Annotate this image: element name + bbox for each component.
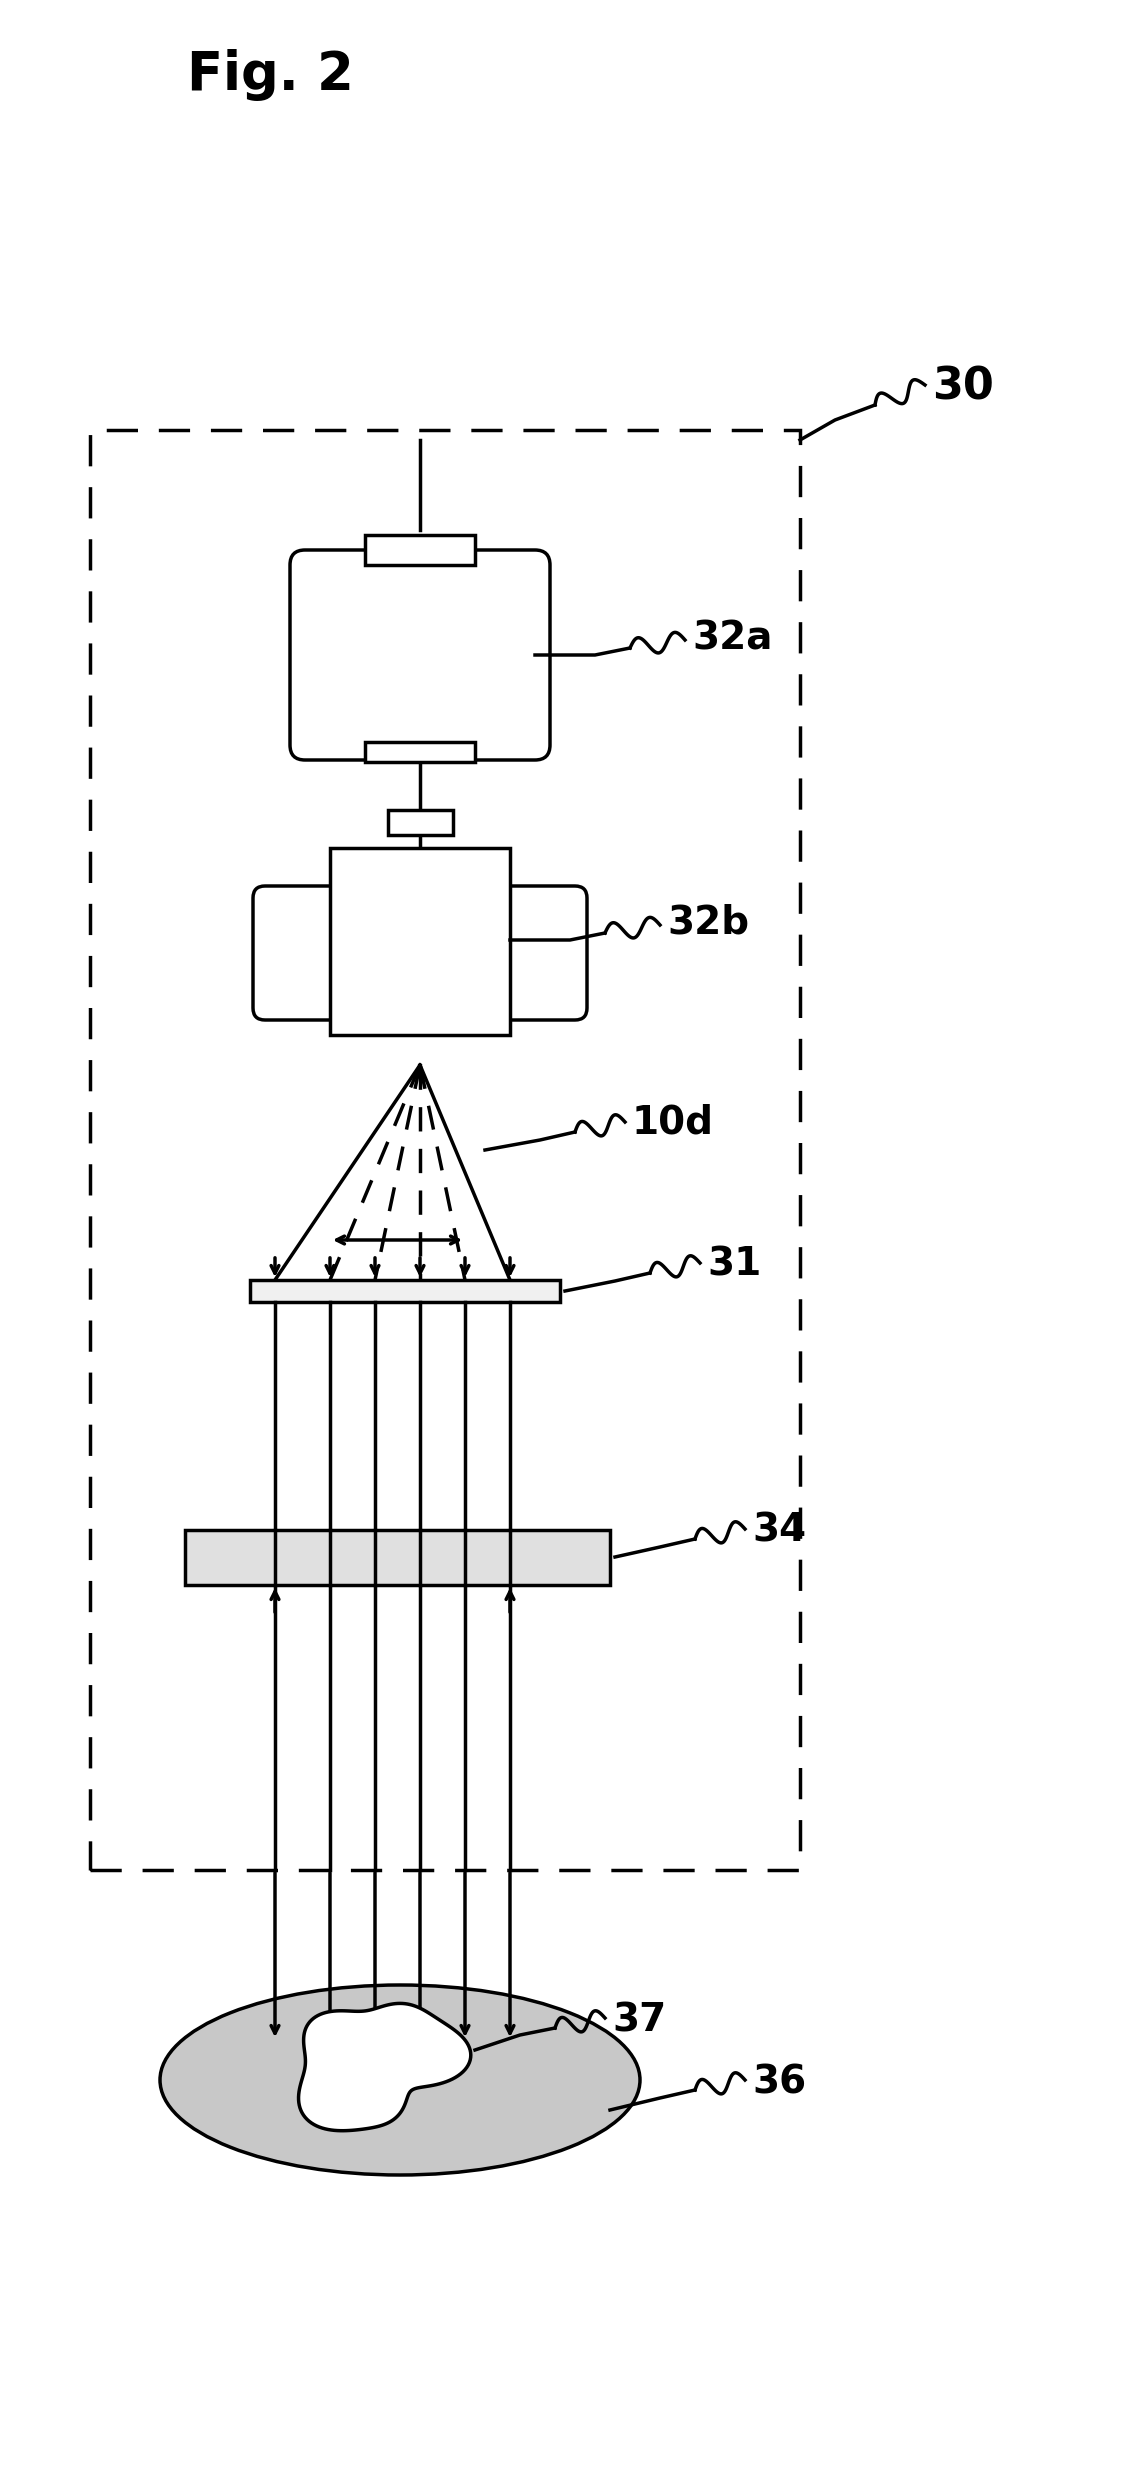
Text: 37: 37	[612, 2001, 666, 2040]
Bar	[250, 1279, 560, 1302]
Ellipse shape	[160, 1986, 640, 2176]
Bar	[365, 536, 475, 566]
FancyBboxPatch shape	[493, 887, 587, 1020]
Bar	[90, 430, 800, 1870]
Text: 32b: 32b	[667, 904, 749, 941]
Bar	[330, 847, 510, 1035]
Text: 30: 30	[932, 366, 994, 408]
Bar	[365, 741, 475, 763]
Text: Fig. 2: Fig. 2	[186, 49, 353, 101]
FancyBboxPatch shape	[253, 887, 348, 1020]
Polygon shape	[298, 2003, 471, 2132]
Bar	[311, 566, 530, 580]
Text: 10d: 10d	[632, 1104, 714, 1141]
Text: 31: 31	[707, 1245, 761, 1282]
FancyBboxPatch shape	[290, 551, 550, 761]
Text: 34: 34	[752, 1512, 806, 1549]
Text: 32a: 32a	[692, 620, 772, 657]
Bar	[388, 810, 453, 835]
Bar	[185, 1529, 610, 1586]
Text: 36: 36	[752, 2062, 806, 2102]
